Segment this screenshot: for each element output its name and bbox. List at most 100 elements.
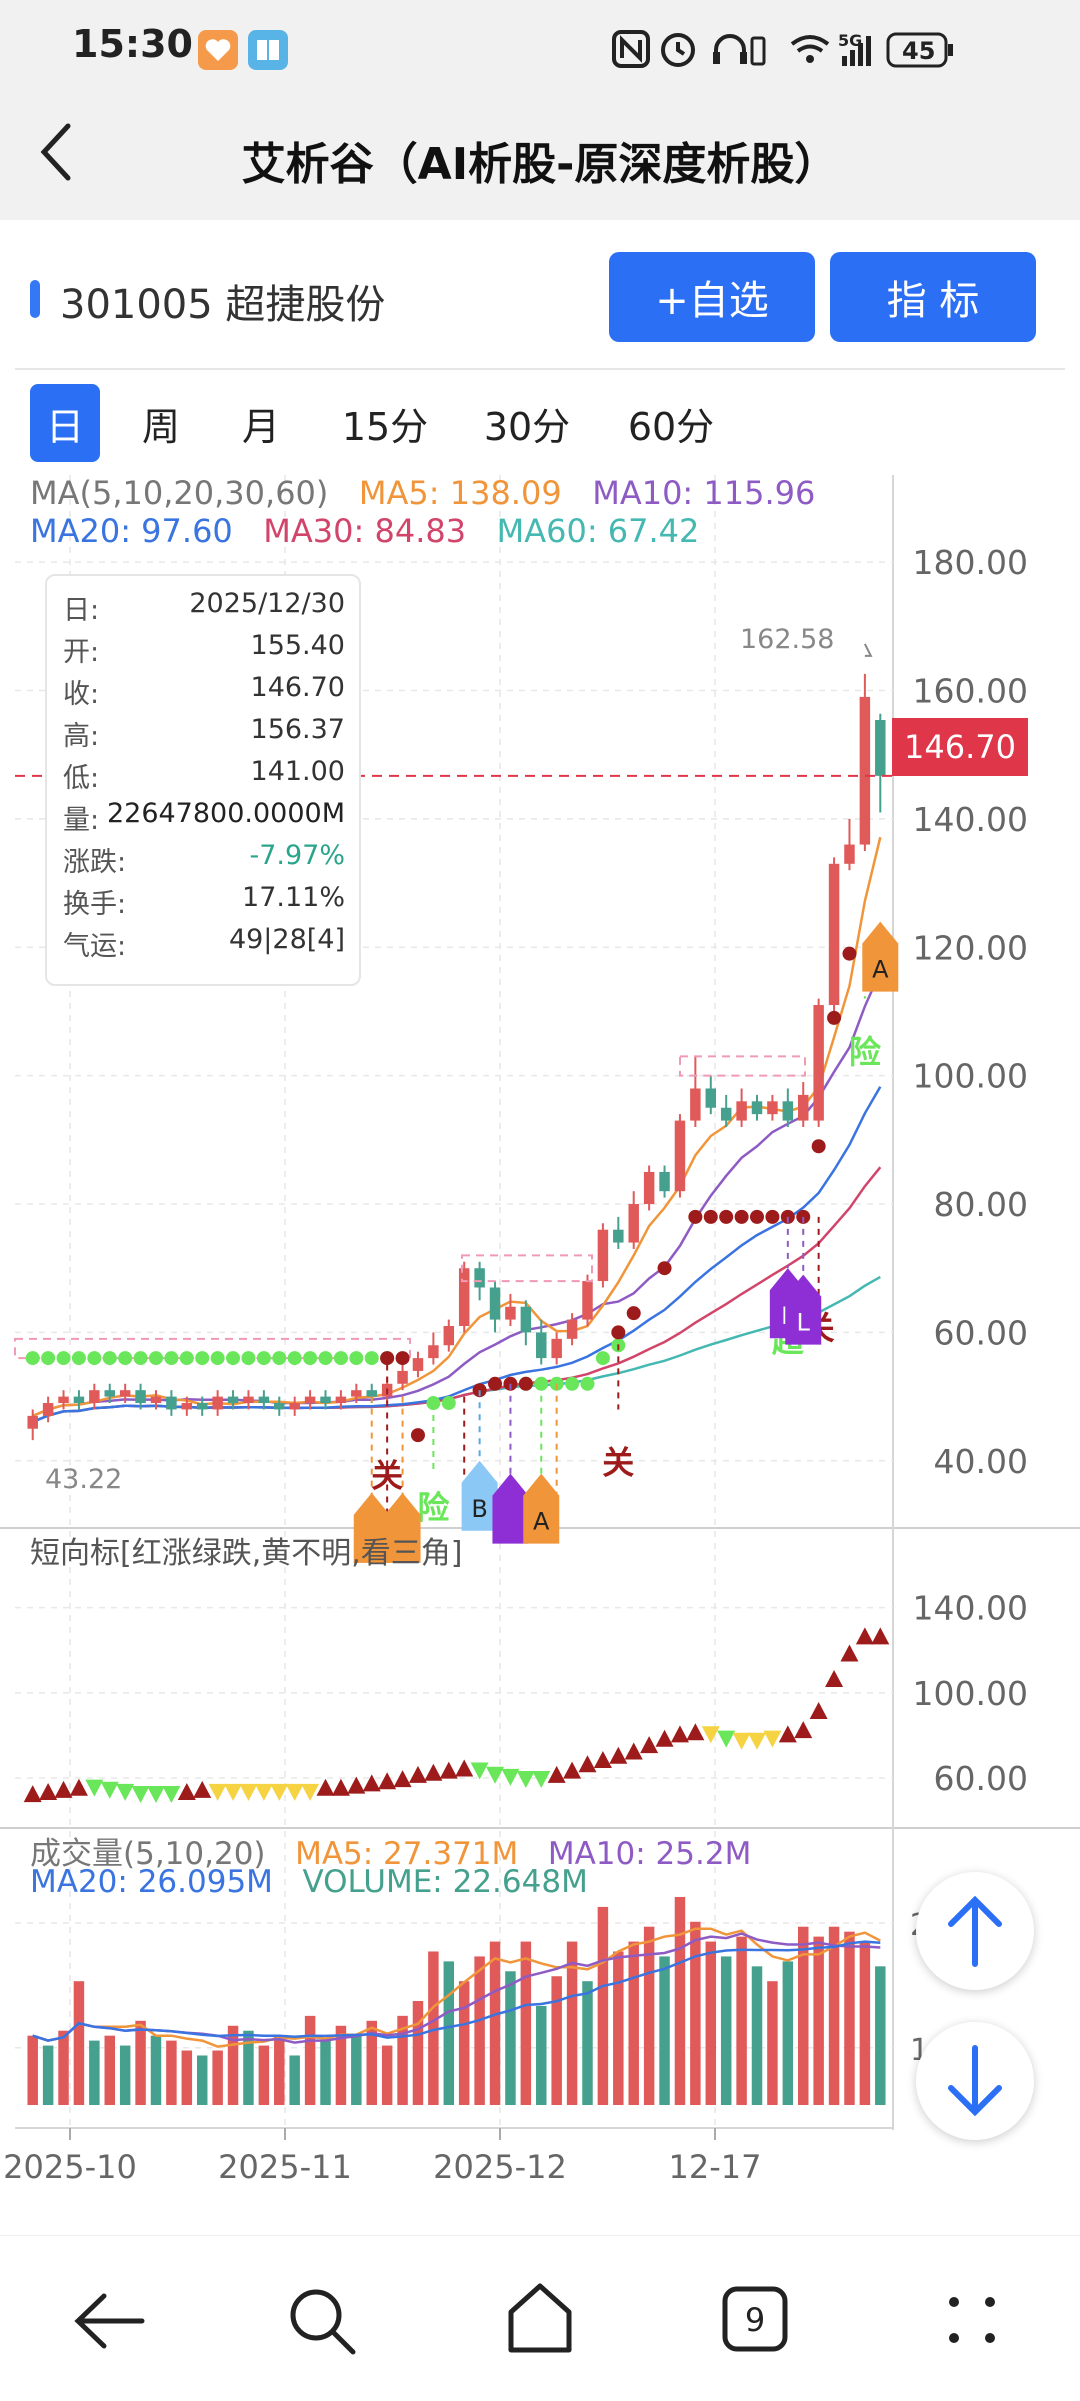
candle-body (767, 1101, 778, 1115)
info-row-change: 涨跌: -7.97% (63, 840, 345, 878)
info-row-turnover: 换手: 17.11% (63, 882, 345, 920)
candle-body (227, 1396, 239, 1404)
signal-arrow-shape (862, 921, 899, 992)
signal-dot-red (657, 1261, 672, 1276)
signal-dot-red (703, 1209, 718, 1224)
short-trend-triangle (748, 1732, 767, 1750)
candle-info-box: 日: 2025/12/30 开: 155.40 收: 146.70 高: 156.37 … (45, 574, 361, 986)
signal-dot-green (164, 1351, 179, 1366)
volume-bar (859, 1941, 871, 2105)
tab-month[interactable]: 月 (241, 404, 280, 449)
info-row-close: 收: 146.70 (63, 672, 345, 710)
short-trend-triangle (717, 1730, 736, 1748)
signal-dot-red (688, 1209, 703, 1224)
candle-body (505, 1306, 516, 1320)
volume-bar (458, 1981, 470, 2105)
candle (705, 1075, 717, 1115)
signal-arrow-shape (523, 1473, 560, 1544)
volume-bar (289, 2055, 300, 2105)
info-row-date: 日: 2025/12/30 (63, 588, 345, 626)
nav-home-icon[interactable] (503, 2280, 577, 2356)
candle-body (27, 1415, 38, 1429)
tab-30min[interactable]: 30分 (483, 404, 571, 449)
candle (304, 1390, 316, 1410)
candle-body (782, 1101, 794, 1121)
volume-bar (613, 1951, 624, 2105)
short-trend-triangle (23, 1785, 42, 1803)
candle (119, 1383, 131, 1404)
tab-60min[interactable]: 60分 (627, 404, 715, 449)
back-icon[interactable] (36, 120, 80, 184)
candle-body (104, 1390, 115, 1397)
candle-body (212, 1396, 223, 1410)
price-tick-label: 100.00 (913, 1057, 1028, 1096)
short-trend-triangle (408, 1765, 427, 1783)
volume-bar (119, 2045, 131, 2105)
candle (859, 673, 871, 851)
short-trend-triangle (825, 1670, 844, 1688)
candle-body (458, 1268, 470, 1326)
short-trend-triangle (331, 1778, 350, 1796)
short-trend-triangle (486, 1766, 505, 1784)
candle-body (119, 1390, 131, 1397)
status-time: 15:30 (72, 22, 193, 66)
add-watchlist-button[interactable]: +自选 (609, 252, 815, 342)
short-trend-triangle (285, 1783, 304, 1801)
short-trend-triangle (732, 1732, 751, 1750)
nav-back-icon[interactable] (70, 2286, 150, 2356)
candle-body (828, 863, 840, 1006)
candle (150, 1390, 162, 1410)
signal-arrow-shape (785, 1274, 822, 1345)
nav-tabs-icon[interactable]: 9 (720, 2284, 790, 2354)
signal-dot-green (256, 1351, 271, 1366)
signal-arrow-marker: L (785, 1274, 822, 1345)
volume-bar (27, 2035, 38, 2105)
volume-legend-row2: MA20: 26.095M VOLUME: 22.648M (30, 1864, 588, 1900)
candle (875, 713, 886, 813)
candle-body (597, 1229, 609, 1282)
volume-bar (104, 2035, 115, 2105)
scroll-down-button[interactable] (916, 2022, 1034, 2140)
nav-menu-icon[interactable] (942, 2290, 1002, 2350)
signal-dot-green (102, 1351, 117, 1366)
x-axis-label: 2025-11 (218, 2148, 352, 2186)
candle-body (736, 1101, 747, 1121)
short-trend-triangle (177, 1782, 196, 1800)
short-trend-triangle (100, 1781, 119, 1799)
tab-day[interactable]: 日 (30, 384, 100, 462)
signal-arrow-marker: A (523, 1473, 560, 1544)
volume-bar (212, 2050, 223, 2105)
candle (351, 1383, 362, 1404)
tab-15min[interactable]: 15分 (341, 404, 429, 449)
candle-body (335, 1396, 347, 1404)
volume-bar (351, 2035, 362, 2105)
high-mark-label: 162.58 (740, 624, 834, 655)
indicator-button[interactable]: 指 标 (830, 252, 1036, 342)
short-trend-triangle (470, 1762, 489, 1780)
signal-arrow-marker (492, 1473, 529, 1544)
candle (628, 1191, 639, 1249)
signal-dot-red (750, 1209, 765, 1224)
vol-ma10-label: MA10: 25.2M (547, 1836, 752, 1872)
short-trend-triangle (162, 1785, 181, 1803)
candle (243, 1390, 254, 1410)
candle (89, 1383, 100, 1410)
candle-body (551, 1338, 562, 1359)
candle-body (566, 1319, 578, 1339)
volume-bar (258, 2045, 270, 2105)
candle (458, 1261, 470, 1333)
wifi-icon (790, 35, 830, 63)
signal-dot-red (380, 1351, 395, 1366)
signal-text-marker: 关 (602, 1444, 634, 1482)
short-trend-triangle (239, 1783, 258, 1801)
nav-search-icon[interactable] (285, 2284, 359, 2358)
short-trend-triangle (362, 1774, 381, 1792)
volume-bar (505, 1971, 516, 2105)
candle (335, 1390, 347, 1410)
tab-week[interactable]: 周 (141, 404, 180, 449)
arrow-up-icon (948, 1895, 1002, 1967)
short-trend-triangle (393, 1770, 412, 1788)
candle-body (751, 1101, 763, 1115)
candle-body (166, 1396, 177, 1410)
scroll-up-button[interactable] (916, 1872, 1034, 1990)
